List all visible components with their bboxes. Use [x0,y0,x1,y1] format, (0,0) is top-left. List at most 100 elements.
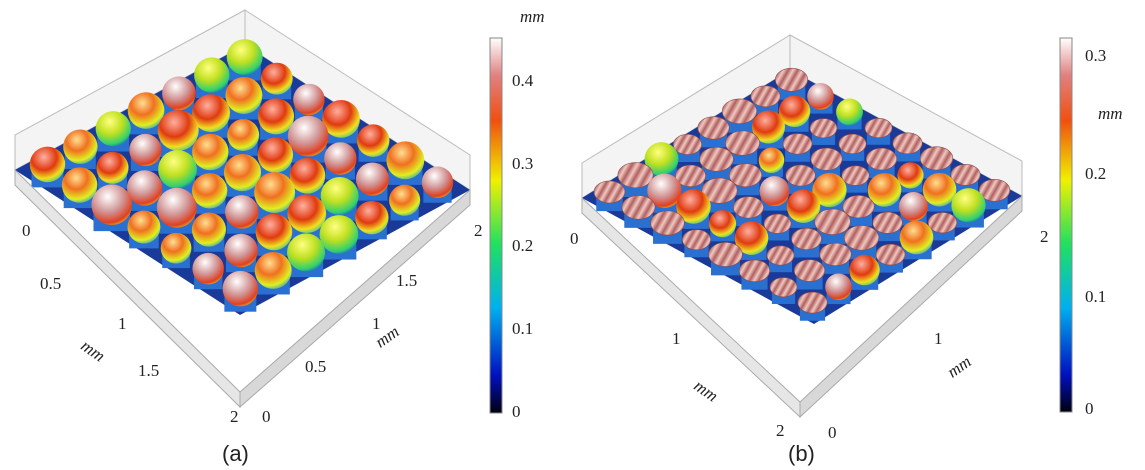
bump [227,119,259,151]
bump [225,195,259,229]
bump [794,260,825,282]
bump [293,84,324,115]
bump [290,158,326,194]
bump [775,68,807,91]
bump [849,255,879,285]
bump [287,233,325,271]
caption: (a) [222,441,249,466]
bump [923,173,957,207]
axis-tick: 1 [934,329,943,348]
bump [798,292,827,313]
axis-label: mm [690,376,721,406]
axis-tick: 1.5 [138,361,159,380]
bump [261,63,293,95]
bump [192,173,227,208]
bump [807,83,834,110]
bump [783,134,812,155]
axis-tick: 1.5 [396,271,417,290]
bump [920,147,953,170]
bump [194,57,229,92]
bump [594,181,625,203]
bump [893,133,922,154]
bump [157,188,197,228]
bump [223,271,259,307]
colorbar-tick: 0.1 [512,319,533,338]
axis-tick: 1 [672,329,681,348]
bump [951,188,985,222]
bump [288,116,329,157]
colorbar-tick: 0.1 [1085,287,1106,306]
bump [158,150,197,189]
bump [865,118,892,137]
bump [62,167,97,202]
bump [722,99,757,124]
bump [192,213,226,247]
bump [225,77,262,114]
bump [287,194,326,233]
bump [96,111,131,146]
bump [844,225,879,250]
bump [127,211,160,244]
bump [820,243,852,266]
axis-tick: 2 [1040,227,1049,246]
bump [129,134,161,166]
axis-tick: 0 [570,229,579,248]
bump [158,110,199,151]
bump [162,76,196,110]
bump [258,137,293,172]
bump [839,134,866,154]
bump [811,148,842,170]
bump [725,131,759,155]
bump [825,273,852,300]
axis-tick: 0 [262,407,271,426]
bump [320,215,359,254]
bump [258,98,294,134]
bump [866,148,897,170]
bump [751,86,780,107]
bump [673,134,701,154]
axis-tick: 0.5 [305,357,326,376]
axis-tick: 2 [776,421,785,440]
bump [192,134,229,171]
bump [733,197,763,219]
axis-tick: 0.5 [40,274,61,293]
bump [91,184,132,225]
colorbar-tick: 0.3 [512,154,533,173]
colorbar-tick: 0.3 [1085,46,1106,65]
bump [128,92,165,129]
bump [63,129,97,163]
bump [760,176,790,206]
axis-tick: 2 [230,407,239,426]
bump [791,228,821,249]
bump [224,234,257,267]
colorbar-tick: 0.2 [1085,164,1106,183]
bump [928,212,957,232]
figure: mm 0 0.1 0.2 0.3 0.4 0 0.5 1 1.5 2 mm 0 … [0,0,1145,470]
colorbar-tick: 0 [1085,399,1094,418]
bump [770,278,797,297]
axis-tick: 1 [118,314,127,333]
bump [709,210,736,237]
bump [127,170,162,205]
axis-tick: 2 [474,221,483,240]
colorbar-unit: mm [1098,104,1123,123]
bump [324,142,356,174]
bump [764,214,791,233]
colorbar-tick: 0 [512,402,521,421]
colorbar [490,38,502,413]
bump [709,242,743,266]
bump [873,212,903,233]
bump [700,147,734,171]
bump [651,211,685,235]
bump [951,164,980,185]
bump [698,117,729,139]
bump [386,141,424,179]
bump [256,214,293,251]
bump [357,124,390,157]
bump [900,221,934,255]
bump [422,167,453,198]
axis-label: mm [77,336,108,366]
bump [759,147,785,173]
bump [389,185,420,216]
bump [255,252,292,289]
